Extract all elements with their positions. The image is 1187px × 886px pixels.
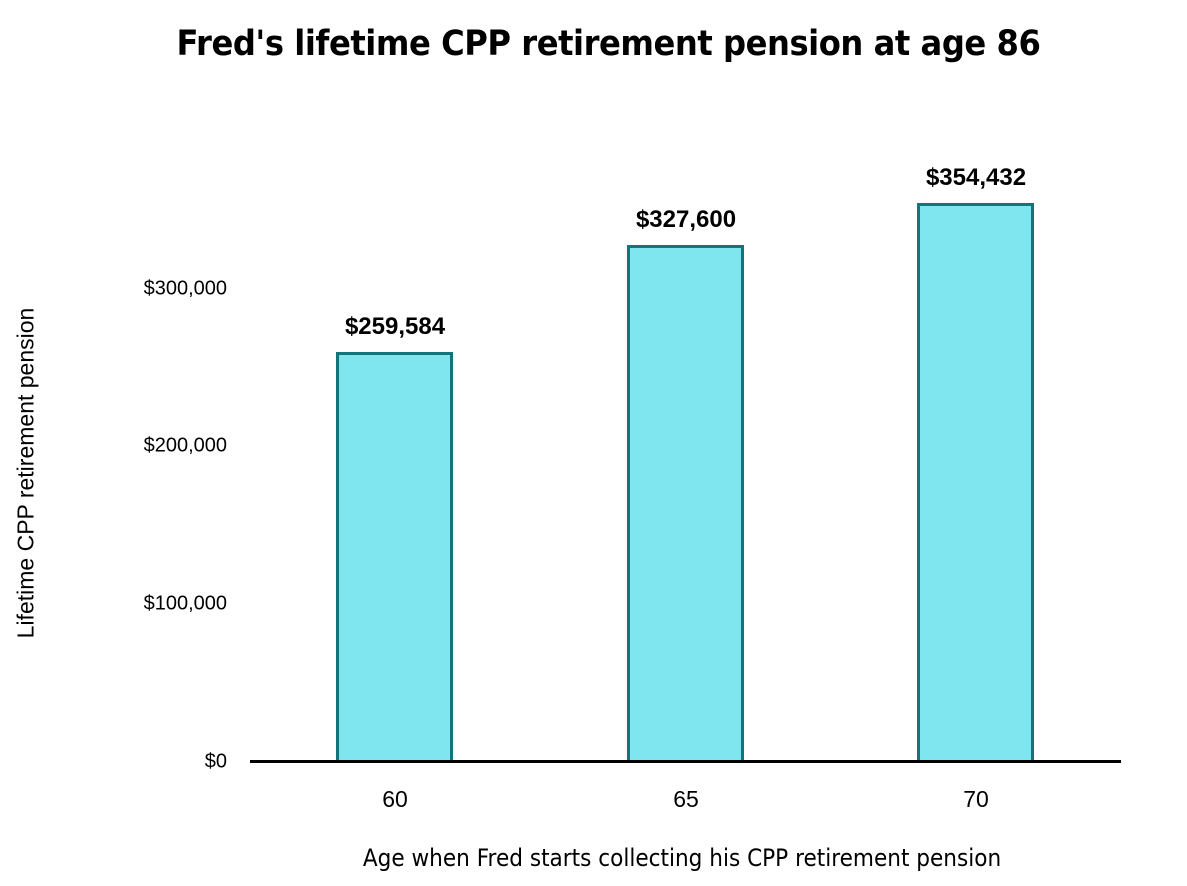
x-axis-line bbox=[250, 760, 1121, 763]
chart-title: Fred's lifetime CPP retirement pension a… bbox=[176, 24, 1041, 64]
y-tick-0: $0 bbox=[204, 750, 227, 773]
bar-60 bbox=[336, 352, 453, 761]
bar-70 bbox=[917, 203, 1034, 761]
y-axis-label: Lifetime CPP retirement pension bbox=[12, 307, 39, 639]
bar-65 bbox=[627, 245, 744, 761]
x-tick-70: 70 bbox=[963, 786, 989, 812]
value-label-70: $354,432 bbox=[925, 164, 1027, 191]
x-tick-60: 60 bbox=[382, 786, 408, 812]
x-axis-label: Age when Fred starts collecting his CPP … bbox=[362, 844, 1002, 872]
y-tick-200k: $200,000 bbox=[143, 434, 227, 457]
x-tick-65: 65 bbox=[673, 786, 699, 812]
value-label-60: $259,584 bbox=[344, 313, 446, 340]
y-tick-300k: $300,000 bbox=[143, 277, 227, 300]
y-tick-100k: $100,000 bbox=[143, 592, 227, 615]
value-label-65: $327,600 bbox=[635, 206, 737, 233]
